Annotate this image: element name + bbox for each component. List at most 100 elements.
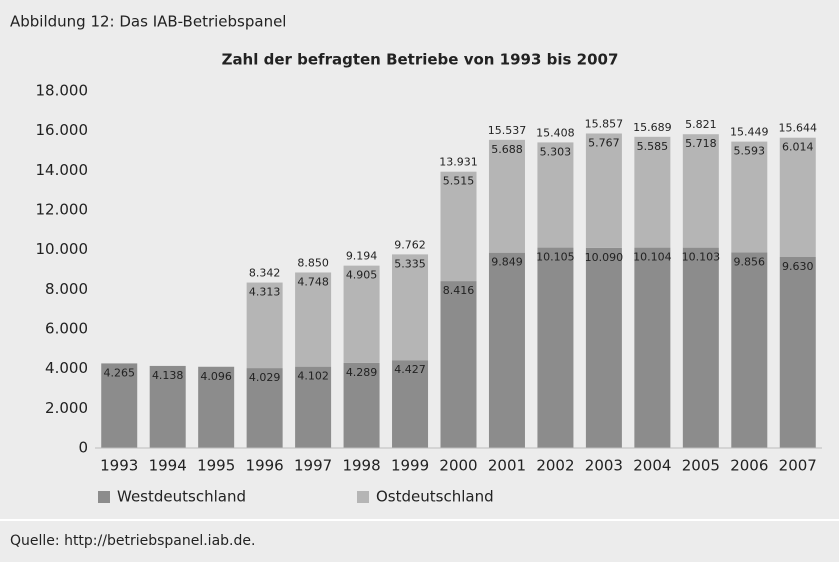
total-label: 9.194 <box>346 250 378 263</box>
bar-segment <box>634 247 671 448</box>
bar-segment <box>198 366 235 448</box>
x-tick-label: 2000 <box>439 457 477 475</box>
bar-segment <box>682 247 719 448</box>
total-label: 5.821 <box>685 118 717 131</box>
value-label: 4.138 <box>152 369 184 382</box>
value-label: 4.265 <box>103 366 135 379</box>
y-tick-label: 14.000 <box>36 161 89 179</box>
value-label: 5.303 <box>540 145 572 158</box>
y-tick-label: 6.000 <box>45 320 88 338</box>
value-label: 4.748 <box>297 275 329 288</box>
total-label: 9.762 <box>394 238 426 251</box>
y-tick-label: 0 <box>78 439 88 457</box>
bar-segment <box>634 136 671 248</box>
bar-segment <box>246 368 283 448</box>
bar-segment <box>585 247 622 448</box>
x-tick-label: 2001 <box>488 457 526 475</box>
x-tick-label: 2003 <box>585 457 623 475</box>
x-tick-label: 1998 <box>342 457 380 475</box>
value-label: 5.593 <box>734 145 766 158</box>
bar-segment <box>488 139 525 253</box>
value-label: 5.767 <box>588 137 620 150</box>
x-tick-label: 2006 <box>730 457 768 475</box>
bar-segment <box>295 272 332 367</box>
x-tick-label: 2005 <box>682 457 720 475</box>
bar-segment <box>343 265 380 363</box>
bar-segment <box>343 362 380 448</box>
bar-segment <box>731 252 768 448</box>
value-label: 10.104 <box>633 251 672 264</box>
value-label: 5.335 <box>394 257 426 270</box>
value-label: 5.688 <box>491 143 523 156</box>
bar-segment <box>101 363 138 448</box>
legend-label: Westdeutschland <box>117 488 246 506</box>
value-label: 4.289 <box>346 366 378 379</box>
bar-segment <box>392 360 429 448</box>
value-label: 6.014 <box>782 141 814 154</box>
x-tick-label: 1999 <box>391 457 429 475</box>
value-label: 10.105 <box>536 251 575 264</box>
total-label: 15.857 <box>585 118 624 131</box>
bar-segment <box>488 252 525 448</box>
total-label: 13.931 <box>439 156 478 169</box>
bar-segment <box>246 282 283 369</box>
value-label: 4.102 <box>297 370 329 383</box>
figure-label: Abbildung 12: Das IAB-Betriebspanel <box>10 13 286 31</box>
value-label: 4.029 <box>249 371 281 384</box>
x-tick-label: 1997 <box>294 457 332 475</box>
bar-segment <box>440 281 477 448</box>
value-label: 9.630 <box>782 260 814 273</box>
value-label: 5.515 <box>443 175 475 188</box>
y-tick-label: 12.000 <box>36 201 89 219</box>
total-label: 15.537 <box>488 124 527 137</box>
x-tick-label: 2007 <box>779 457 817 475</box>
value-label: 4.905 <box>346 269 378 282</box>
bar-segment <box>731 141 768 253</box>
x-tick-label: 2004 <box>633 457 671 475</box>
total-label: 15.449 <box>730 126 769 139</box>
y-tick-label: 18.000 <box>36 82 89 100</box>
bar-segment <box>779 257 816 448</box>
value-label: 4.096 <box>200 370 232 383</box>
chart-title: Zahl der befragten Betriebe von 1993 bis… <box>222 51 619 69</box>
y-tick-label: 2.000 <box>45 399 88 417</box>
value-label: 10.103 <box>682 251 721 264</box>
bar-segment <box>682 134 719 248</box>
total-label: 8.850 <box>297 256 329 269</box>
total-label: 15.408 <box>536 126 575 139</box>
bar-segment <box>440 171 477 282</box>
y-tick-label: 16.000 <box>36 121 89 139</box>
y-tick-label: 10.000 <box>36 240 89 258</box>
bar-segment <box>585 133 622 248</box>
x-tick-label: 1996 <box>246 457 284 475</box>
x-tick-label: 1995 <box>197 457 235 475</box>
legend-swatch <box>98 491 110 503</box>
y-tick-label: 4.000 <box>45 359 88 377</box>
bar-segment <box>392 254 429 361</box>
bar-segment <box>537 247 574 448</box>
legend-swatch <box>357 491 369 503</box>
value-label: 8.416 <box>443 284 475 297</box>
total-label: 15.644 <box>779 122 818 135</box>
total-label: 8.342 <box>249 267 281 280</box>
value-label: 9.849 <box>491 256 523 269</box>
legend-label: Ostdeutschland <box>376 488 494 506</box>
value-label: 4.313 <box>249 286 281 299</box>
value-label: 5.585 <box>637 140 669 153</box>
x-tick-label: 1994 <box>149 457 187 475</box>
bar-segment <box>537 142 574 248</box>
value-label: 5.718 <box>685 137 717 150</box>
bar-segment <box>149 365 186 448</box>
x-tick-label: 2002 <box>536 457 574 475</box>
total-label: 15.689 <box>633 121 672 134</box>
bar-segment <box>295 366 332 448</box>
value-label: 10.090 <box>585 251 624 264</box>
y-tick-label: 8.000 <box>45 280 88 298</box>
x-tick-label: 1993 <box>100 457 138 475</box>
value-label: 9.856 <box>734 256 766 269</box>
source: Quelle: http://betriebspanel.iab.de. <box>10 533 255 549</box>
bar-segment <box>779 137 816 258</box>
value-label: 4.427 <box>394 363 426 376</box>
